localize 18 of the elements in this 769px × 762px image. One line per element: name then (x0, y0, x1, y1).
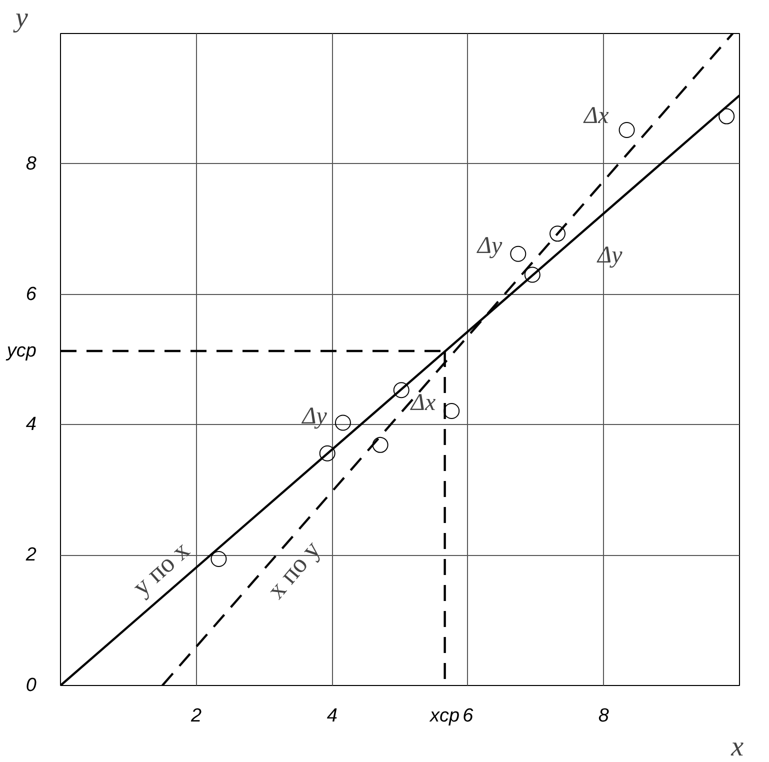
y-axis-title: y (12, 2, 28, 34)
y-tick-label: 2 (24, 544, 37, 566)
x-tick-label: 8 (598, 706, 610, 726)
y-tick-label: 4 (26, 414, 37, 436)
x-axis-title: x (730, 732, 744, 762)
x-tick-label: 6 (462, 706, 474, 726)
text: y по x (126, 536, 196, 602)
y-tick-label: 8 (26, 153, 37, 174)
x-tick-label: 4 (326, 706, 338, 726)
annotation: Δx (410, 390, 436, 416)
annotation: Δy (301, 404, 328, 430)
annotation: Δy (476, 232, 502, 259)
y-tick-label: yср (4, 340, 37, 362)
y-tick-label: 6 (26, 284, 37, 305)
x-tick-label: 2 (190, 706, 202, 726)
y-tick-label: 0 (26, 675, 37, 696)
text: x по y (261, 535, 326, 604)
x-tick-label: xср (429, 706, 460, 726)
